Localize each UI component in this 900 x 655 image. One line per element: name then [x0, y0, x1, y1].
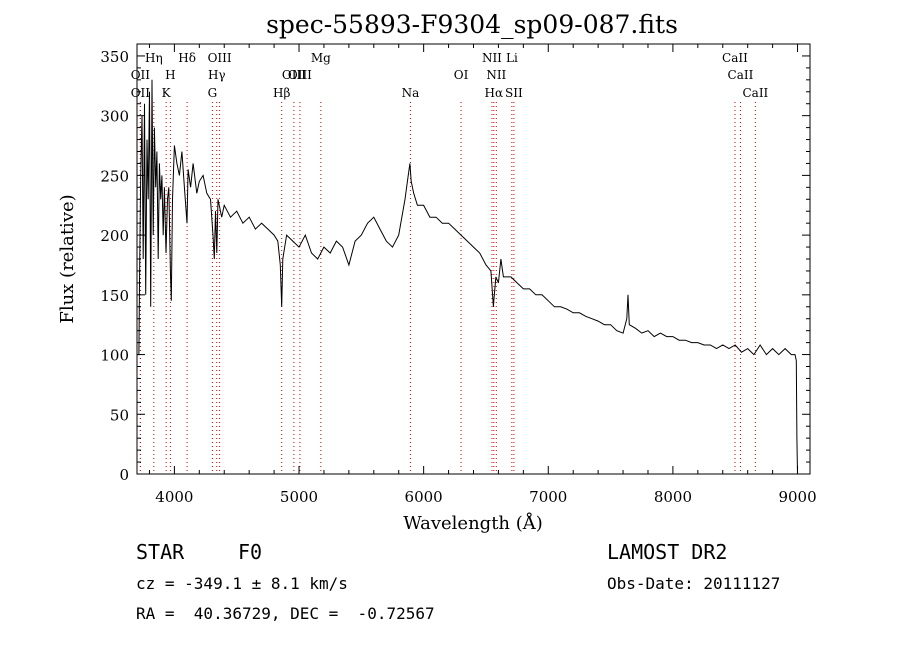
line-label: CaII	[722, 51, 748, 65]
line-label: OIII	[208, 51, 232, 65]
object-class: STAR	[136, 540, 185, 564]
y-axis: 0 50 100 150 200 250 300 350	[100, 48, 810, 484]
obs-date: Obs-Date: 20111127	[607, 574, 781, 593]
coordinates: RA = 40.36729, DEC = -0.72567	[136, 604, 435, 623]
line-label: NII	[486, 68, 506, 82]
line-label: OII	[131, 86, 151, 100]
chart-title: spec-55893-F9304_sp09-087.fits	[266, 10, 678, 39]
y-tick-label: 50	[110, 406, 129, 424]
line-label: Hη	[145, 51, 163, 65]
plot-frame	[136, 43, 811, 475]
object-subclass: F0	[238, 540, 263, 564]
line-label: Mg	[311, 51, 331, 65]
y-tick-label: 0	[119, 466, 129, 484]
line-label: CaII	[742, 86, 768, 100]
line-label: NII	[482, 51, 502, 65]
line-label: OIII	[288, 68, 312, 82]
y-tick-label: 250	[100, 167, 129, 185]
line-label: Hγ	[208, 68, 226, 82]
x-axis-label: Wavelength (Å)	[403, 512, 543, 534]
emission-line-markers	[139, 102, 756, 474]
y-tick-label: 150	[100, 287, 129, 305]
line-label: H	[165, 68, 175, 82]
line-label: OIII	[282, 68, 306, 82]
x-tick-label: 8000	[654, 488, 692, 506]
line-label: Na	[402, 86, 420, 100]
line-label: Hβ	[273, 86, 290, 100]
x-tick-label: 4000	[155, 488, 193, 506]
y-tick-label: 350	[100, 48, 129, 66]
line-label: OI	[454, 68, 469, 82]
line-label: SII	[505, 86, 523, 100]
spectrum-line	[137, 79, 798, 475]
y-tick-label: 300	[100, 108, 129, 126]
redshift-info: cz = -349.1 ± 8.1 km/s	[136, 574, 348, 593]
x-tick-label: 5000	[280, 488, 318, 506]
line-label: CaII	[728, 68, 754, 82]
line-label: Li	[506, 51, 518, 65]
y-tick-label: 100	[100, 347, 129, 365]
line-label: OII	[131, 68, 151, 82]
line-label: Hα	[485, 86, 504, 100]
survey-name: LAMOST DR2	[607, 540, 728, 564]
spectrum-series	[137, 79, 798, 475]
x-axis: 4000 5000 6000 7000 8000 9000	[148, 44, 817, 506]
y-tick-label: 200	[100, 227, 129, 245]
line-label: G	[208, 86, 218, 100]
x-tick-label: 7000	[529, 488, 567, 506]
line-label: Hδ	[178, 51, 196, 65]
x-tick-label: 9000	[778, 488, 816, 506]
line-label: K	[162, 86, 172, 100]
y-axis-label: Flux (relative)	[57, 194, 78, 323]
x-tick-label: 6000	[405, 488, 443, 506]
